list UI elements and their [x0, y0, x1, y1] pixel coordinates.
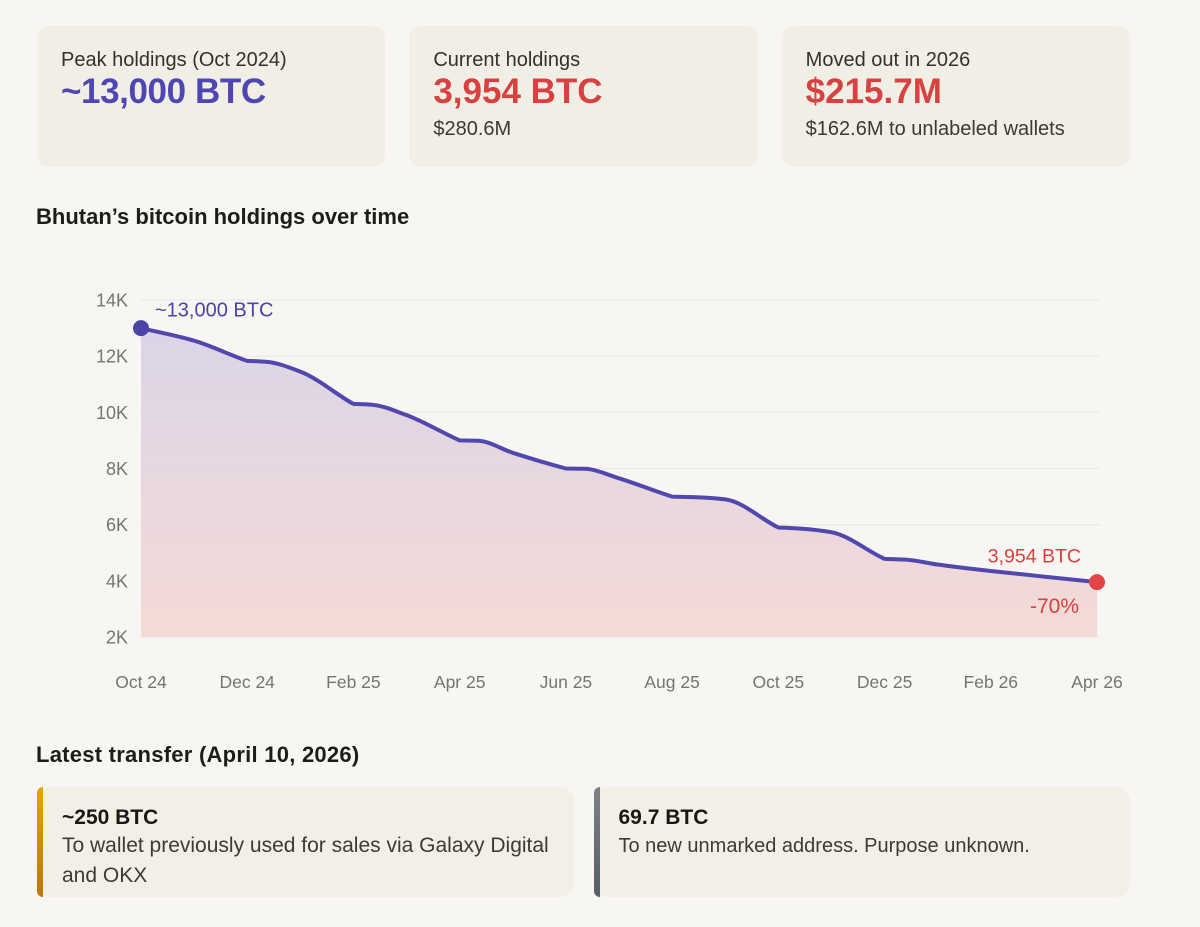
svg-text:10K: 10K [96, 403, 128, 423]
svg-text:Feb 25: Feb 25 [326, 672, 380, 692]
svg-text:-70%: -70% [1030, 595, 1079, 618]
svg-text:6K: 6K [106, 515, 128, 535]
svg-text:12K: 12K [96, 347, 128, 367]
svg-text:8K: 8K [106, 459, 128, 479]
svg-text:Aug 25: Aug 25 [644, 672, 699, 692]
svg-text:2K: 2K [106, 628, 128, 648]
svg-text:Feb 26: Feb 26 [964, 672, 1018, 692]
svg-text:14K: 14K [96, 291, 128, 311]
svg-text:Dec 25: Dec 25 [857, 672, 912, 692]
svg-text:Oct 25: Oct 25 [753, 672, 805, 692]
svg-text:~13,000 BTC: ~13,000 BTC [155, 300, 273, 322]
svg-text:3,954 BTC: 3,954 BTC [988, 546, 1081, 568]
svg-text:Oct 24: Oct 24 [115, 672, 167, 692]
svg-text:4K: 4K [106, 571, 128, 591]
svg-text:Apr 25: Apr 25 [434, 672, 486, 692]
svg-text:Dec 24: Dec 24 [219, 672, 275, 692]
svg-text:Apr 26: Apr 26 [1071, 672, 1123, 692]
svg-text:Jun 25: Jun 25 [540, 672, 593, 692]
